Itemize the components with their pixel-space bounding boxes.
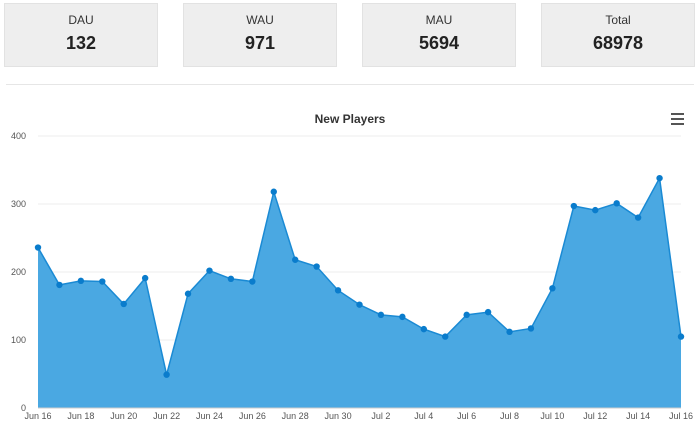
data-point [634, 214, 642, 221]
x-tick-label: Jul 6 [457, 411, 476, 421]
data-point [442, 333, 449, 340]
stat-label-dau: DAU [68, 13, 94, 27]
stat-card-wau: WAU 971 [183, 3, 337, 67]
stat-card-total: Total 68978 [541, 3, 695, 67]
data-point [163, 371, 170, 378]
data-point [292, 256, 299, 263]
y-tick-label: 0 [21, 403, 26, 413]
stat-value-total: 68978 [592, 33, 644, 53]
data-point [184, 290, 192, 297]
data-point [34, 244, 42, 251]
x-tick-label: Jul 16 [669, 411, 693, 421]
new-players-chart: New Players 0 100 200 300 400 Jun 16 Jun 18 Ju… [0, 95, 700, 423]
stat-value-dau: 132 [65, 33, 97, 53]
data-point [56, 281, 63, 289]
data-points [34, 174, 685, 378]
data-point [570, 202, 578, 210]
x-tick-label: Jun 28 [282, 411, 309, 421]
data-point [270, 188, 277, 195]
data-point [677, 333, 685, 340]
chart-title: New Players [314, 112, 386, 126]
x-tick-label: Jul 4 [414, 411, 433, 421]
data-point [99, 278, 106, 285]
data-point [377, 311, 385, 319]
x-tick-label: Jul 2 [371, 411, 390, 421]
data-point [227, 275, 235, 282]
stat-label-total: Total [605, 13, 631, 27]
data-point [399, 313, 406, 321]
data-point [313, 263, 320, 270]
data-point [484, 308, 492, 316]
stat-value-mau: 5694 [418, 33, 460, 53]
data-point [549, 285, 556, 292]
x-axis-labels: Jun 16 Jun 18 Jun 20 Jun 22 Jun 24 Jun 26 Jun … [24, 411, 693, 421]
x-tick-label: Jul 10 [540, 411, 564, 421]
y-tick-label: 200 [11, 267, 26, 277]
x-tick-label: Jun 24 [196, 411, 223, 421]
x-tick-label: Jul 12 [583, 411, 607, 421]
data-point [356, 301, 363, 308]
x-tick-label: Jun 22 [153, 411, 180, 421]
x-tick-label: Jun 30 [325, 411, 352, 421]
x-tick-label: Jun 26 [239, 411, 266, 421]
x-tick-label: Jul 8 [500, 411, 519, 421]
y-axis-labels: 0 100 200 300 400 [11, 131, 26, 413]
hamburger-menu-icon[interactable] [669, 111, 687, 127]
data-point [527, 325, 535, 332]
data-point [506, 328, 513, 336]
data-point [613, 200, 620, 207]
section-divider [6, 84, 694, 85]
stat-value-wau: 971 [244, 33, 276, 53]
data-point [249, 278, 256, 285]
x-tick-label: Jun 18 [67, 411, 94, 421]
data-point [463, 311, 470, 319]
area-series [37, 175, 682, 409]
x-tick-label: Jul 14 [626, 411, 650, 421]
data-point [592, 206, 599, 214]
x-tick-label: Jun 20 [110, 411, 137, 421]
x-tick-label: Jun 16 [24, 411, 51, 421]
data-point [77, 277, 85, 285]
stat-label-wau: WAU [246, 13, 274, 27]
stat-card-dau: DAU 132 [4, 3, 158, 67]
data-point [656, 174, 663, 182]
data-point [420, 325, 427, 333]
stats-row: DAU 132 WAU 971 MAU 5694 Total 68978 [0, 0, 700, 70]
stat-label-mau: MAU [425, 13, 453, 27]
area-fill [38, 178, 681, 408]
data-point [334, 287, 342, 294]
y-tick-label: 100 [11, 335, 26, 345]
y-tick-label: 400 [11, 131, 26, 141]
data-point [141, 274, 149, 282]
y-tick-label: 300 [11, 199, 26, 209]
data-point [206, 267, 213, 274]
data-point [120, 300, 127, 308]
stat-card-mau: MAU 5694 [362, 3, 516, 67]
